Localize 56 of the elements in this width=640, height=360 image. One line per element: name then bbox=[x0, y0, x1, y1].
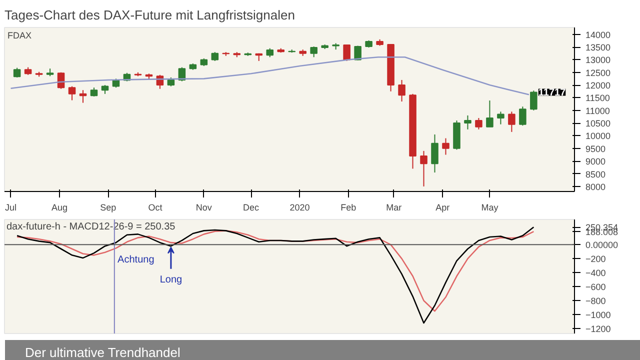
candlestick bbox=[68, 86, 76, 101]
candlestick bbox=[79, 90, 87, 104]
x-tick-label: Apr bbox=[436, 202, 450, 212]
candlestick bbox=[464, 114, 472, 130]
x-tick-label: May bbox=[481, 202, 499, 212]
y-tick-label: −1200 bbox=[586, 324, 611, 334]
x-tick-label: 2020 bbox=[290, 202, 310, 212]
line-series bbox=[16, 230, 534, 312]
y-tick-label: −1000 bbox=[586, 310, 611, 320]
candlestick bbox=[13, 67, 21, 78]
y-tick-label: 10000 bbox=[586, 131, 611, 142]
chart-title: Tages-Chart des DAX-Future mit Langfristsignalen bbox=[4, 8, 295, 22]
y-tick-label: 13000 bbox=[586, 55, 611, 66]
candlestick bbox=[497, 111, 504, 125]
y-tick-label: −800 bbox=[586, 296, 606, 306]
x-tick-label: Aug bbox=[51, 202, 68, 212]
candlestick bbox=[442, 138, 450, 156]
x-tick-label: Sep bbox=[100, 202, 116, 212]
candlestick bbox=[530, 90, 538, 111]
y-tick-label: 11000 bbox=[586, 106, 610, 116]
x-tick-label: Jul bbox=[5, 202, 17, 212]
candlestick bbox=[475, 117, 482, 130]
y-tick-label: 0.00000 bbox=[586, 240, 618, 250]
y-tick-label: −600 bbox=[586, 282, 606, 292]
y-tick-label: 11500 bbox=[586, 93, 610, 104]
text: Der ultimative Trendhandel bbox=[25, 344, 180, 360]
candlestick bbox=[343, 44, 350, 62]
candlestick bbox=[310, 46, 318, 58]
x-tick-label: Oct bbox=[148, 202, 163, 212]
y-tick-label: 14000 bbox=[586, 30, 611, 40]
candlestick bbox=[519, 106, 526, 126]
y-tick-label: −400 bbox=[586, 268, 606, 278]
y-tick-label: 12500 bbox=[586, 68, 611, 78]
x-tick-label: Feb bbox=[340, 202, 356, 212]
y-tick-label: 12000 bbox=[586, 80, 611, 91]
y-tick-label: 9500 bbox=[586, 144, 606, 154]
candlestick bbox=[178, 66, 186, 82]
y-tick-label: 10500 bbox=[586, 118, 611, 129]
x-tick-label: Mar bbox=[386, 202, 402, 212]
y-tick-label: 8000 bbox=[586, 182, 606, 192]
x-tick-label: Nov bbox=[196, 202, 212, 212]
y-tick-label: 13500 bbox=[586, 42, 611, 53]
candlestick bbox=[486, 100, 494, 128]
annotation: FDAX bbox=[8, 30, 32, 40]
y-tick-label: 8500 bbox=[586, 169, 606, 180]
annotation: 11717 bbox=[538, 88, 566, 99]
line-series bbox=[10, 56, 530, 96]
x-tick-label: Dec bbox=[243, 202, 260, 212]
candlestick bbox=[431, 134, 438, 173]
y-tick-label: 9000 bbox=[586, 156, 606, 167]
y-tick-label: −200 bbox=[586, 254, 606, 264]
candlestick bbox=[398, 79, 406, 102]
candlestick bbox=[508, 111, 516, 132]
ref-line-label: Achtung bbox=[118, 254, 154, 266]
candlestick bbox=[420, 150, 428, 187]
annotation: Long bbox=[160, 274, 182, 286]
